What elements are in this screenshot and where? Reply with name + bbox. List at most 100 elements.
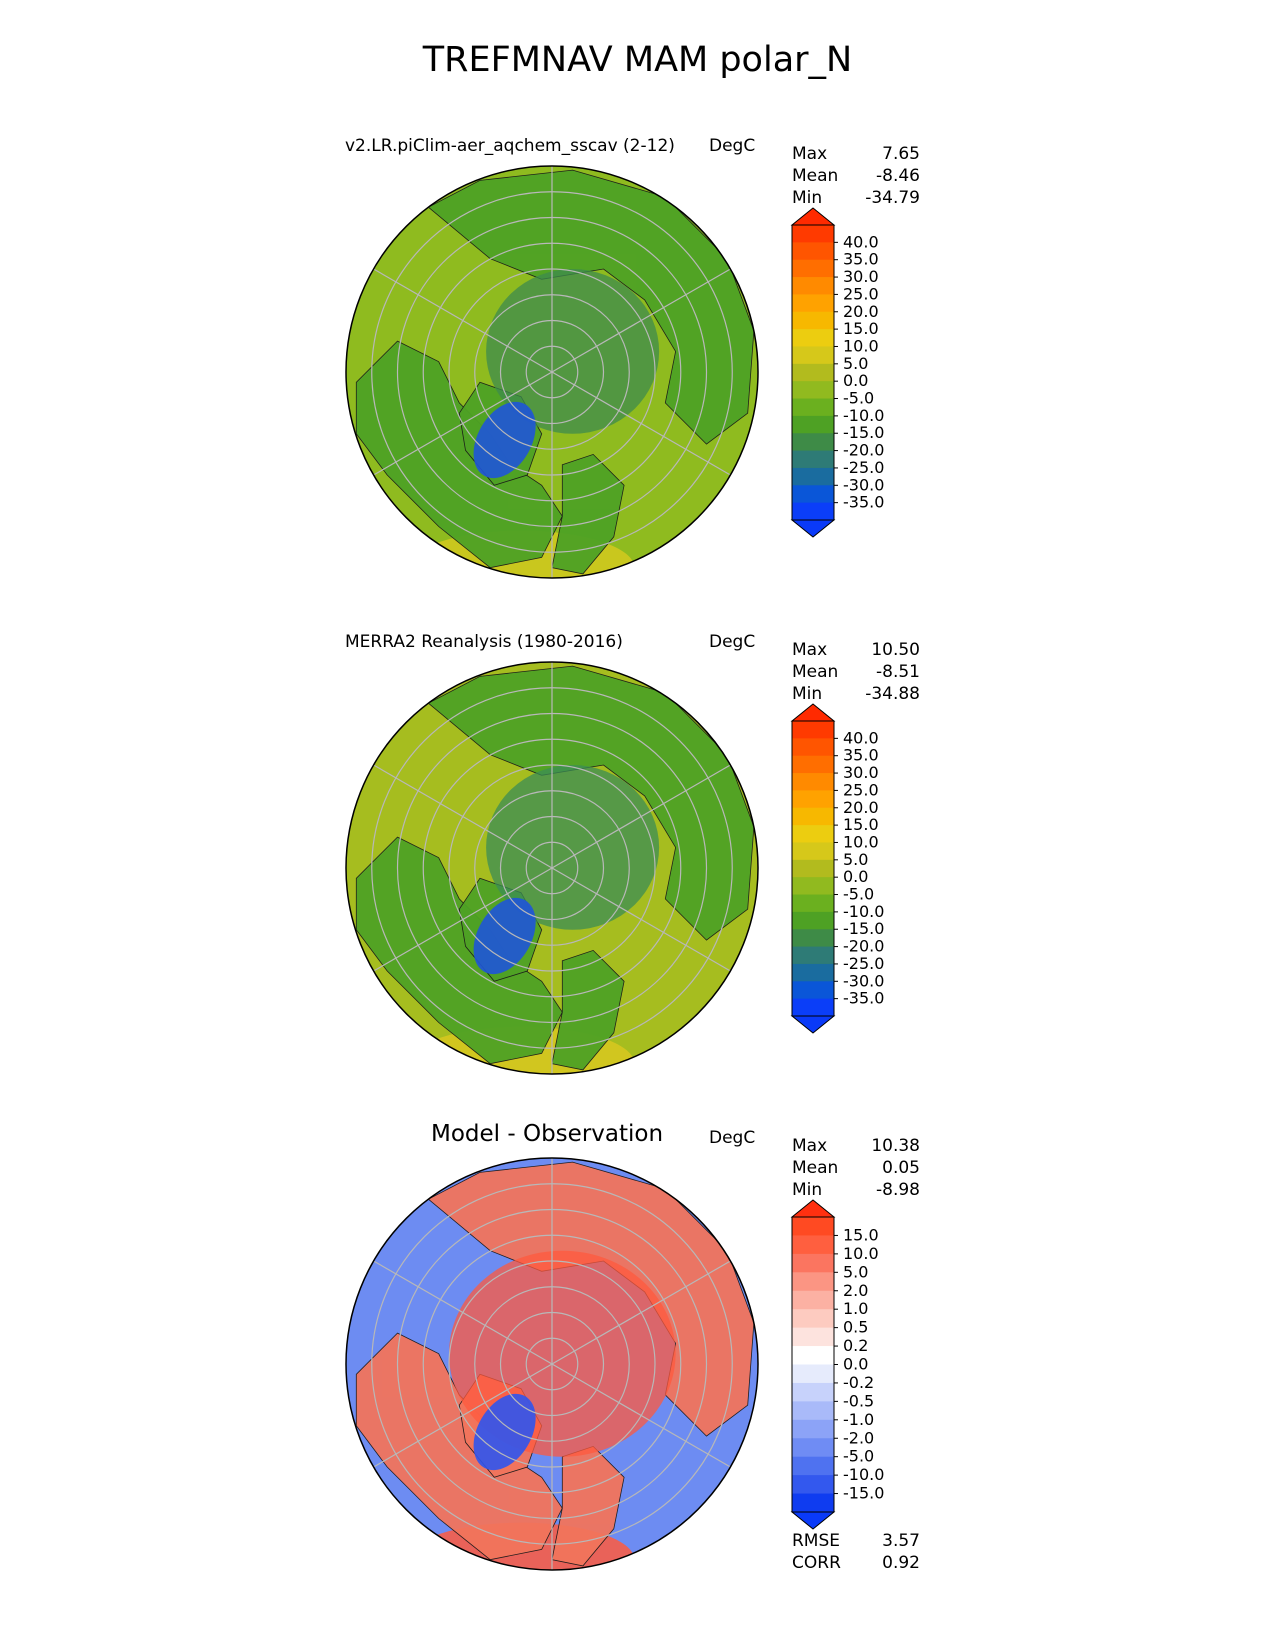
meridian-line [373, 764, 553, 869]
colorbar-segment [792, 1419, 834, 1439]
panel-2-title: MERRA2 Reanalysis (1980-2016) [345, 632, 623, 652]
colorbar-segment [792, 721, 834, 739]
colorbar-segment [792, 842, 834, 861]
colorbar-tick-label: -25.0 [843, 458, 884, 477]
colorbar-segment [792, 485, 834, 504]
colorbar-tick-label: 35.0 [843, 250, 879, 269]
panel-3-title: Model - Observation [431, 1121, 664, 1147]
colorbar-segment [792, 346, 834, 365]
map-central-region [486, 765, 660, 930]
map-cold-region [473, 897, 536, 975]
colorbar-max-extend [790, 207, 836, 226]
colorbar-tick-label: -25.0 [843, 954, 884, 973]
colorbar-segment [792, 415, 834, 434]
colorbar-segment [792, 877, 834, 896]
colorbar-segment [792, 1456, 834, 1476]
meridian-line [551, 371, 731, 476]
panel-3-colorbar: 15.010.05.02.01.00.50.20.0-0.2-0.5-1.0-2… [790, 1199, 884, 1530]
panel-2-map [345, 661, 759, 1075]
colorbar-segment [792, 738, 834, 757]
meridian-line [551, 1260, 731, 1365]
colorbar-segment [792, 755, 834, 774]
colorbar-tick-label: -15.0 [843, 1484, 884, 1503]
panel-2-units: DegC [709, 632, 756, 652]
colorbar-segment [792, 981, 834, 1000]
colorbar-tick-label: 5.0 [843, 850, 868, 869]
colorbar-tick-label: -20.0 [843, 937, 884, 956]
colorbar-tick-label: 0.2 [843, 1336, 868, 1355]
map-cold-region [473, 1393, 536, 1471]
colorbar-segment [792, 807, 834, 826]
colorbar-segment [792, 946, 834, 965]
colorbar-segment [792, 502, 834, 521]
stat-row-mean: Mean -8.46 [792, 166, 920, 186]
map-border [345, 1157, 759, 1571]
stat-row-min: Min -8.98 [792, 1180, 920, 1200]
panel-3-extra-stats: RMSE 3.57 CORR 0.92 [792, 1530, 920, 1574]
panel-1-map [345, 165, 759, 579]
colorbar-tick-label: 15.0 [843, 815, 879, 834]
colorbar-segment [792, 277, 834, 296]
colorbar-segment [792, 1327, 834, 1347]
meridian-line [373, 1260, 553, 1365]
colorbar-segment [792, 1364, 834, 1384]
meridian-line [373, 1363, 553, 1468]
colorbar-tick-label: 25.0 [843, 284, 879, 303]
meridian-line [373, 867, 553, 972]
colorbar-tick-label: 0.0 [843, 371, 868, 390]
colorbar-tick-label: 2.0 [843, 1281, 868, 1300]
colorbar-tick-label: 20.0 [843, 302, 879, 321]
colorbar-segment [792, 1475, 834, 1495]
colorbar-tick-label: -0.2 [843, 1373, 874, 1392]
colorbar-segment [792, 242, 834, 261]
colorbar-tick-label: -5.0 [843, 1447, 874, 1466]
colorbar-tick-label: -5.0 [843, 389, 874, 408]
colorbar-tick-label: 30.0 [843, 763, 879, 782]
colorbar-tick-label: 10.0 [843, 336, 879, 355]
colorbar-segment [792, 1438, 834, 1458]
colorbar-tick-label: 40.0 [843, 232, 879, 251]
colorbar-tick-label: 10.0 [843, 1244, 879, 1263]
colorbar-max-extend [790, 703, 836, 722]
panel-3-units: DegC [709, 1128, 756, 1148]
colorbar-segment [792, 450, 834, 469]
map-central-region [486, 269, 660, 434]
colorbar-segment [792, 1217, 834, 1237]
colorbar-segment [792, 911, 834, 930]
colorbar-segment [792, 825, 834, 844]
colorbar-segment [792, 1309, 834, 1329]
colorbar-tick-label: 5.0 [843, 354, 868, 373]
meridian-line [551, 1363, 731, 1468]
meridian-line [551, 268, 731, 373]
map-cold-region [473, 401, 536, 479]
colorbar-segment [792, 1346, 834, 1366]
colorbar-tick-label: -20.0 [843, 441, 884, 460]
stat-row-mean: Mean 0.05 [792, 1158, 920, 1178]
figure-title: TREFMNAV MAM polar_N [422, 40, 853, 80]
colorbar-segment [792, 311, 834, 330]
colorbar-tick-label: -10.0 [843, 1465, 884, 1484]
colorbar-tick-label: 0.5 [843, 1318, 868, 1337]
graticule [371, 1158, 733, 1570]
colorbar-segment [792, 1382, 834, 1402]
colorbar-tick-label: 0.0 [843, 867, 868, 886]
colorbar-segment [792, 225, 834, 243]
colorbar-segment [792, 929, 834, 948]
colorbar-segment [792, 859, 834, 878]
panel-3-map [345, 1157, 759, 1571]
colorbar-segment [792, 1253, 834, 1273]
colorbar-segment [792, 433, 834, 452]
colorbar-frame [791, 224, 835, 521]
panel-2-stats: Max 10.50 Mean -8.51 Min -34.88 [792, 639, 920, 705]
stat-row-min: Min -34.88 [792, 684, 920, 704]
panel-1-units: DegC [709, 136, 756, 156]
panel-1-colorbar: 40.035.030.025.020.015.010.05.00.0-5.0-1… [790, 207, 884, 538]
panel-1-title: v2.LR.piClim-aer_aqchem_sscav (2-12) [345, 136, 675, 156]
colorbar-tick-label: -1.0 [843, 1410, 874, 1429]
colorbar-segment [792, 963, 834, 982]
meridian-line [373, 268, 553, 373]
colorbar-tick-label: 35.0 [843, 746, 879, 765]
colorbar-tick-label: 10.0 [843, 832, 879, 851]
graticule [371, 662, 733, 1074]
colorbar-max-extend [790, 1199, 836, 1218]
